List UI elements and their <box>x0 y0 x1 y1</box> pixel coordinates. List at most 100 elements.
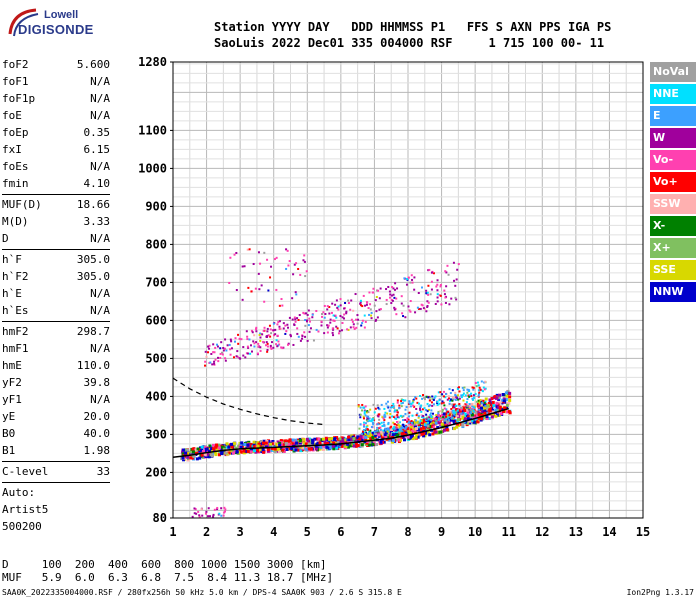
echo-point <box>394 414 397 417</box>
echo-point <box>442 416 445 419</box>
echo-point <box>472 388 475 391</box>
echo-point <box>357 405 360 408</box>
echo-point <box>378 418 381 421</box>
echo-point <box>203 446 207 450</box>
legend-item: NNE <box>650 84 696 104</box>
echo-point <box>276 447 280 451</box>
echo-point <box>425 408 428 411</box>
echo-point <box>477 389 480 392</box>
param-value: 0.35 <box>83 126 111 139</box>
echo-point <box>447 416 450 419</box>
echo-point <box>445 428 449 432</box>
echo-point <box>425 419 428 422</box>
echo-point <box>410 402 413 405</box>
echo-point <box>198 449 202 453</box>
echo-point <box>359 302 362 305</box>
echo-point <box>247 346 250 349</box>
y-tick-label: 800 <box>145 237 167 251</box>
echo-point <box>454 408 457 411</box>
echo-point <box>186 448 190 452</box>
echo-point <box>347 299 350 302</box>
echo-point <box>246 345 249 348</box>
echo-point <box>353 327 356 330</box>
param-name: C-level <box>2 465 49 478</box>
echo-point <box>422 307 425 310</box>
echo-point <box>347 328 350 331</box>
echo-point <box>458 408 462 412</box>
echo-point <box>428 404 431 407</box>
echo-point <box>397 438 401 442</box>
echo-point <box>368 291 371 294</box>
echo-point <box>211 363 214 366</box>
y-tick-label: 700 <box>145 275 167 289</box>
echo-point <box>493 395 497 399</box>
echo-point <box>259 262 262 265</box>
echo-point <box>366 301 369 304</box>
echo-point <box>449 412 453 416</box>
echo-point <box>337 305 340 308</box>
echo-point <box>257 251 260 254</box>
echo-point <box>301 337 304 340</box>
echo-point <box>300 440 304 444</box>
echo-point <box>362 415 365 418</box>
echo-point <box>422 394 425 397</box>
echo-point <box>456 422 460 426</box>
echo-point <box>422 416 425 419</box>
echo-point <box>360 438 364 442</box>
echo-point <box>225 446 229 450</box>
param-value: N/A <box>90 304 110 317</box>
echo-point <box>477 399 480 402</box>
echo-point <box>474 411 478 415</box>
echo-point <box>246 248 249 251</box>
echo-point <box>220 445 224 449</box>
echo-point <box>287 326 290 329</box>
echo-point <box>413 276 416 279</box>
echo-point <box>466 409 469 412</box>
echo-point <box>455 396 458 399</box>
echo-point <box>323 304 326 307</box>
param-value: N/A <box>90 287 110 300</box>
echo-point <box>266 330 269 333</box>
echo-point <box>329 441 333 445</box>
echo-point <box>261 333 264 336</box>
logo-text-digisonde: DIGISONDE <box>18 22 94 37</box>
echo-point <box>351 320 354 323</box>
logo-swirl-icon <box>8 8 39 37</box>
echo-point <box>438 419 441 422</box>
echo-point <box>406 419 409 422</box>
echo-point <box>368 433 372 437</box>
echo-point <box>352 444 356 448</box>
echo-point <box>414 419 417 422</box>
echo-point <box>430 280 433 283</box>
echo-point <box>366 424 369 427</box>
echo-point <box>251 331 254 334</box>
echo-point <box>307 447 311 451</box>
echo-point <box>407 420 410 423</box>
echo-point <box>224 357 227 360</box>
echo-point <box>358 427 361 430</box>
echo-point <box>365 425 368 428</box>
echo-point <box>279 439 283 443</box>
echo-point <box>451 403 454 406</box>
param-value: 298.7 <box>76 325 110 338</box>
echo-point <box>480 380 483 383</box>
autoscale-text: Auto: <box>2 486 36 499</box>
echo-point <box>265 344 268 347</box>
echo-point <box>278 343 281 346</box>
echo-point <box>481 402 484 405</box>
echo-point <box>235 289 238 292</box>
echo-point <box>431 412 434 415</box>
echo-point <box>397 423 400 426</box>
echo-point <box>330 311 333 314</box>
echo-point <box>464 403 467 406</box>
echo-point <box>468 394 471 397</box>
echo-point <box>497 413 501 417</box>
echo-point <box>222 349 225 352</box>
legend-item: SSW <box>650 194 696 214</box>
echo-point <box>301 335 304 338</box>
echo-point <box>398 421 401 424</box>
echo-point <box>421 397 424 400</box>
echo-point <box>429 424 433 428</box>
echo-point <box>497 397 501 401</box>
legend-item: Vo+ <box>650 172 696 192</box>
